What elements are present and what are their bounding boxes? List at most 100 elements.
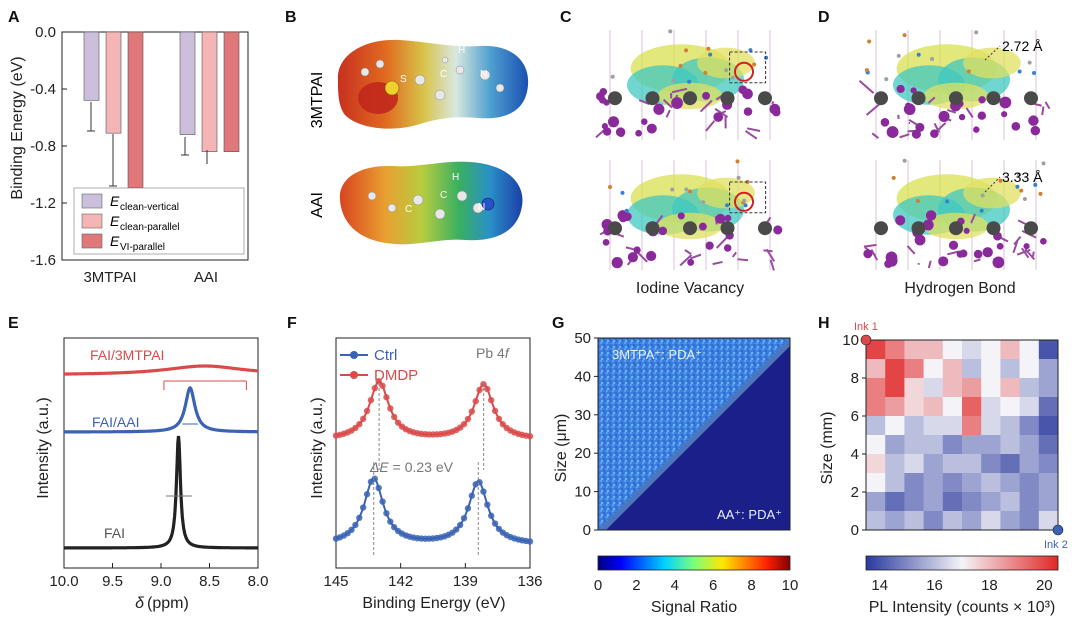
iodine-atom	[611, 257, 623, 269]
g-ytick-label: 10	[574, 484, 591, 501]
iodine-atom	[646, 123, 657, 134]
f-xtick-label: 139	[453, 573, 478, 590]
iodine-atom	[601, 123, 608, 130]
bond	[744, 130, 758, 140]
iodine-atom	[698, 222, 707, 231]
lead-atom	[949, 91, 963, 106]
organic-atom	[748, 48, 753, 53]
g-cbar-tick-label: 0	[594, 577, 602, 594]
panel-e: E Intensity (a.u.) 10.0 9.5 9.0 8.5 8.0 δ (pp…	[8, 315, 268, 612]
iodine-atom	[715, 213, 726, 224]
heatmap-cell	[1019, 340, 1040, 360]
curve-ctrl-marker	[453, 526, 460, 533]
organic-atom	[864, 68, 869, 73]
curve-dmdp-marker	[460, 420, 468, 428]
organic-atom	[730, 75, 735, 80]
panel-b: B 3MTPAI AAI S C H N	[285, 9, 529, 245]
heatmap-cell	[904, 435, 924, 455]
iodine-atom	[886, 126, 899, 138]
panel-e-xticks: 10.0 9.5 9.0 8.5 8.0	[49, 563, 268, 590]
heatmap-cell	[981, 511, 1001, 531]
panel-f-frame	[335, 337, 531, 569]
panel-e-xlabel: δ (ppm)	[135, 595, 189, 612]
curve-dmdp-marker	[363, 407, 371, 415]
vacancy-circle	[734, 191, 754, 212]
organic-atom	[1038, 191, 1043, 196]
molecule-label-3mtpai: 3MTPAI	[309, 72, 326, 129]
heatmap-cell	[923, 511, 944, 531]
colorbar-g-ticks: 0 2 4 6 8 10	[594, 577, 799, 594]
organic-atom	[743, 203, 748, 208]
curve-ctrl-marker	[468, 492, 475, 499]
g-ytick-label: 20	[574, 445, 591, 462]
legend-label-clean-parallel-sub: clean-parallel	[120, 222, 179, 233]
curve-fai	[64, 435, 258, 550]
heatmap-cell	[1038, 435, 1059, 455]
curve-ctrl-marker	[480, 488, 487, 495]
iodine-atom	[880, 118, 890, 127]
heatmap-cell	[981, 416, 1001, 436]
curve-dmdp-marker	[464, 415, 472, 423]
h-cbar-tick-label: 16	[926, 577, 943, 594]
lead-atom	[874, 221, 888, 236]
bond	[712, 260, 723, 266]
heatmap-cell	[866, 435, 886, 455]
curve-ctrl-marker	[464, 505, 472, 512]
lead-atom	[608, 91, 622, 106]
heatmap-cell	[1019, 435, 1040, 455]
e-xtick-label: 9.5	[102, 573, 123, 590]
iodine-atom	[1011, 121, 1021, 131]
heatmap-cell	[923, 397, 944, 417]
bar-aai-2	[223, 31, 240, 152]
organic-atom	[915, 198, 920, 203]
panel-a: A Binding Energy (eV) 0.0 -0.4 -0.8 -1.2 -1.…	[8, 9, 249, 286]
iodine-atom	[687, 258, 695, 266]
curve-ctrl-marker	[387, 518, 394, 525]
lead-atom	[1024, 221, 1038, 236]
organic-atom	[670, 187, 675, 192]
heatmap-cell	[904, 340, 924, 360]
iodine-atom	[922, 219, 934, 231]
a-ytick-label: -0.4	[30, 81, 56, 98]
heatmap-cell	[1019, 397, 1040, 417]
atom-label-n1: N	[480, 69, 487, 80]
heatmap-cell	[962, 416, 982, 436]
bond	[1024, 248, 1036, 261]
legend-label-vertical-sub: clean-vertical	[120, 202, 179, 213]
organic-atom	[902, 33, 907, 38]
heatmap-cell	[981, 340, 1001, 360]
heatmap-cell	[962, 397, 982, 417]
iodine-atom	[915, 122, 925, 132]
curve-ctrl-marker	[363, 491, 371, 498]
heatmap-cell	[1019, 511, 1040, 531]
organic-atom	[671, 78, 676, 83]
curve-dmdp-marker	[472, 398, 479, 405]
iodine-atom	[705, 241, 714, 250]
bond	[665, 109, 671, 118]
panel-h-ylabel: Size (mm)	[819, 412, 836, 485]
a-xtick-label: AAI	[194, 269, 218, 286]
iodine-atom	[738, 85, 748, 95]
lead-atom	[720, 221, 735, 236]
heatmap-cell	[962, 454, 982, 474]
iodine-atom	[938, 256, 949, 267]
ink1-label: Ink 1	[854, 321, 878, 333]
heatmap-cell	[1000, 435, 1020, 455]
heatmap-cell	[1000, 359, 1020, 379]
e-xtick-label: 8.5	[199, 573, 220, 590]
lead-atom	[986, 91, 1001, 106]
panel-h-yticks: 0 2 4 6 8 10	[842, 332, 866, 539]
panel-g-ylabel: Size (μm)	[553, 414, 570, 483]
heatmap-cell	[1000, 340, 1020, 360]
panel-c-letter: C	[560, 9, 572, 26]
organic-atom	[735, 159, 740, 164]
heatmap-cell	[1000, 473, 1020, 493]
bond	[1032, 251, 1035, 257]
curve-ctrl-marker	[371, 475, 378, 482]
bond	[899, 133, 910, 139]
curve-ctrl-marker	[379, 498, 386, 505]
organic-atom	[1041, 161, 1046, 166]
structure-c-bottom	[599, 159, 783, 271]
curve-dmdp-marker	[484, 385, 491, 393]
iodine-atom	[930, 129, 939, 138]
